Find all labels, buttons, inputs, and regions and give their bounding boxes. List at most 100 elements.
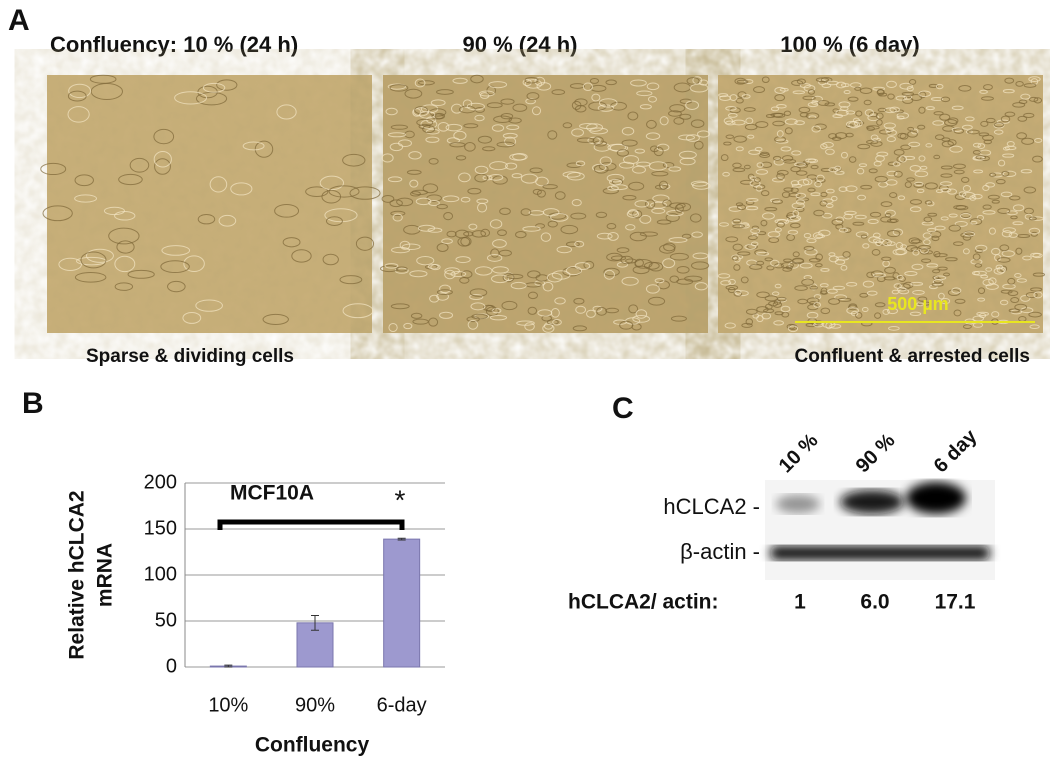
y-axis-label: Relative hCLCA2 xyxy=(66,490,89,659)
cell xyxy=(390,210,406,217)
band xyxy=(776,495,820,513)
cell xyxy=(806,238,817,244)
cell xyxy=(985,267,993,272)
cell xyxy=(1002,153,1015,158)
cell xyxy=(1032,155,1043,163)
cell xyxy=(967,129,980,135)
cell xyxy=(118,173,143,186)
cell xyxy=(771,199,783,205)
cell xyxy=(860,234,868,239)
cell xyxy=(732,224,745,229)
cell xyxy=(496,141,515,148)
cell xyxy=(437,121,450,132)
caption: Sparse & dividing cells xyxy=(86,346,294,367)
cell xyxy=(216,79,238,91)
cell xyxy=(639,214,652,224)
cell xyxy=(982,278,994,287)
cell xyxy=(899,155,908,163)
cell xyxy=(408,151,422,160)
cell xyxy=(1001,250,1015,257)
cell xyxy=(1000,115,1011,123)
cell xyxy=(1028,76,1041,83)
cell xyxy=(508,117,522,124)
cell xyxy=(908,79,917,85)
cell xyxy=(276,104,297,120)
cell xyxy=(947,117,959,124)
cell xyxy=(728,206,742,212)
cell xyxy=(610,101,627,111)
cell xyxy=(792,251,800,258)
cell xyxy=(772,155,782,161)
cell xyxy=(586,309,596,318)
cell xyxy=(646,82,660,91)
cell xyxy=(988,277,997,285)
cell xyxy=(889,106,900,113)
cell xyxy=(522,226,541,232)
cell xyxy=(419,110,436,119)
cell xyxy=(602,187,619,195)
cell xyxy=(799,262,813,269)
cell xyxy=(486,85,497,96)
cell xyxy=(1001,170,1010,177)
cell xyxy=(948,224,961,232)
cell xyxy=(811,125,821,133)
cell xyxy=(940,181,953,187)
cell xyxy=(908,141,921,147)
cell xyxy=(663,242,676,252)
cell xyxy=(547,130,558,140)
cell xyxy=(917,296,928,302)
cell xyxy=(988,227,996,235)
cell xyxy=(916,188,925,194)
cell xyxy=(453,130,467,141)
cell xyxy=(764,207,778,212)
cell xyxy=(579,122,598,130)
cell xyxy=(933,250,941,258)
cell xyxy=(554,191,566,200)
cell xyxy=(562,171,581,178)
cell xyxy=(949,145,963,153)
cell xyxy=(935,83,944,90)
cell xyxy=(623,155,640,165)
cell xyxy=(395,266,408,272)
header: 90 % (24 h) xyxy=(463,32,578,57)
cell xyxy=(574,240,585,248)
cell xyxy=(1033,291,1043,299)
cell xyxy=(772,120,785,127)
cell xyxy=(772,301,782,308)
cell xyxy=(991,247,1001,256)
cell xyxy=(404,88,423,99)
bracket xyxy=(217,519,405,530)
cell xyxy=(776,169,789,176)
cell xyxy=(592,305,603,312)
cell xyxy=(493,115,513,123)
cell xyxy=(845,185,858,192)
cell xyxy=(679,157,696,166)
cell xyxy=(750,241,759,247)
cell xyxy=(116,240,135,254)
cell xyxy=(975,244,988,252)
header: Confluency: 10 % (24 h) xyxy=(50,32,298,57)
bar xyxy=(383,538,421,668)
cell xyxy=(870,134,879,141)
cell xyxy=(639,104,652,110)
cell xyxy=(756,162,764,168)
cell xyxy=(525,98,536,105)
cell xyxy=(782,155,794,162)
cell xyxy=(396,197,414,207)
cell xyxy=(963,231,976,237)
cell xyxy=(909,311,922,316)
cell xyxy=(542,184,558,190)
row-label: hCLCA2 - xyxy=(663,494,760,519)
cell xyxy=(965,116,975,122)
cell xyxy=(488,81,508,89)
cell xyxy=(874,175,888,183)
cell xyxy=(822,141,834,148)
cell xyxy=(886,229,901,238)
cell xyxy=(639,231,658,237)
cell xyxy=(593,164,609,174)
cell xyxy=(790,222,801,229)
cell xyxy=(953,241,964,246)
cell xyxy=(455,256,471,264)
cell xyxy=(903,155,916,161)
cell xyxy=(732,162,742,169)
